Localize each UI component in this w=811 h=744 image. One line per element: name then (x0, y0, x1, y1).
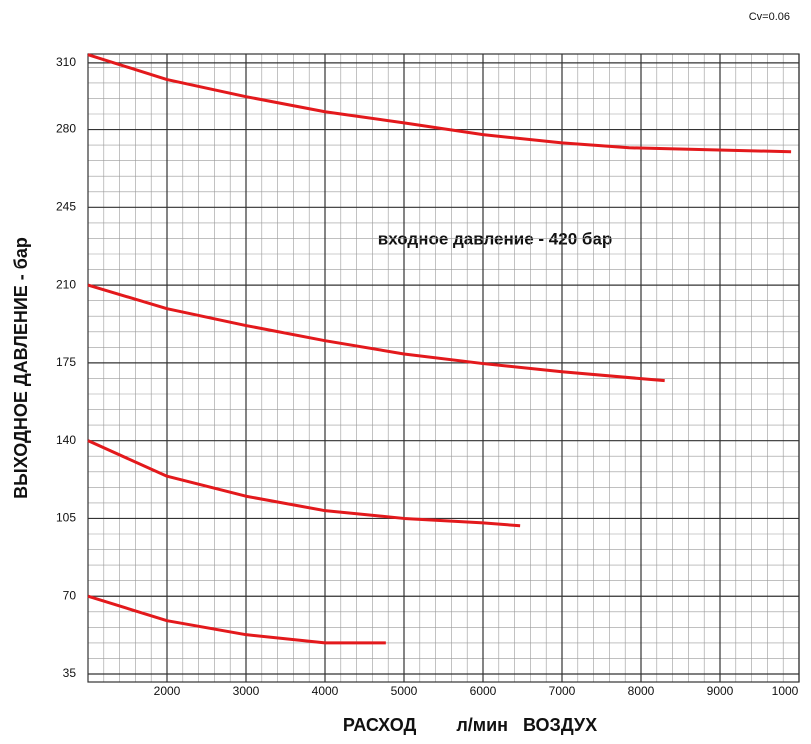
y-tick-label: 105 (56, 511, 76, 525)
y-tick-label: 210 (56, 277, 76, 291)
y-tick-label: 35 (63, 666, 77, 680)
plot-frame (87, 53, 800, 683)
x-tick-label: 6000 (470, 684, 497, 698)
y-tick-label: 280 (56, 122, 76, 136)
y-tick-label: 175 (56, 355, 76, 369)
y-tick-label: 245 (56, 200, 76, 214)
series-line (87, 53, 792, 154)
series-line (87, 283, 665, 383)
series-line (87, 594, 386, 645)
x-tick-label: 8000 (628, 684, 655, 698)
y-tick-label: 70 (63, 588, 77, 602)
x-tick-label: 9000 (707, 684, 734, 698)
x-tick-label: 1000 (772, 684, 799, 698)
note: Cv=0.06 (749, 11, 790, 23)
x-axis-label: РАСХОД л/мин ВОЗДУХ (343, 715, 597, 735)
x-tick-label: 4000 (312, 684, 339, 698)
x-tick-label: 7000 (549, 684, 576, 698)
series-line (87, 439, 521, 528)
x-tick-label: 3000 (233, 684, 260, 698)
annotation: входное давление - 420 бар (378, 229, 612, 248)
y-axis-label: ВЫХОДНОЕ ДАВЛЕНИЕ - бар (11, 237, 31, 499)
y-tick-label: 310 (56, 55, 76, 69)
x-tick-label: 5000 (391, 684, 418, 698)
y-tick-label: 140 (56, 433, 76, 447)
x-tick-label: 2000 (154, 684, 181, 698)
